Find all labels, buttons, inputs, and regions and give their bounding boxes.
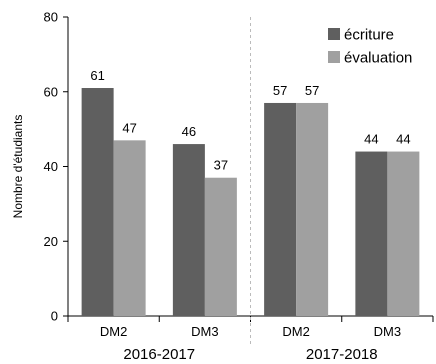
bar-value-label: 57 — [305, 83, 319, 98]
bar-value-label: 44 — [364, 132, 378, 147]
x-group-label: 2017-2018 — [306, 346, 378, 363]
bar-value-label: 47 — [122, 120, 136, 135]
bar-evaluation — [204, 177, 237, 316]
bar-value-label: 44 — [396, 132, 410, 147]
bar-ecriture — [355, 151, 388, 316]
bar-value-label: 37 — [214, 158, 228, 173]
legend-swatch — [328, 51, 340, 63]
x-category-label: DM2 — [100, 324, 127, 339]
x-category-label: DM3 — [374, 324, 401, 339]
bar-evaluation — [296, 102, 329, 317]
y-tick-label: 0 — [51, 309, 58, 324]
bar-evaluation — [387, 151, 420, 316]
bar-value-label: 46 — [182, 124, 196, 139]
x-category-label: DM2 — [282, 324, 309, 339]
bar-evaluation — [113, 140, 146, 316]
x-category-label: DM3 — [191, 324, 218, 339]
bar-value-label: 61 — [90, 68, 104, 83]
legend-swatch — [328, 28, 340, 40]
y-axis-title: Nombre d'étudiants — [11, 115, 25, 219]
bar-ecriture — [172, 144, 205, 316]
x-group-label: 2016-2017 — [123, 346, 195, 363]
bar-value-label: 57 — [273, 83, 287, 98]
bars — [81, 88, 420, 317]
y-tick-label: 80 — [44, 10, 58, 25]
legend-label: écriture — [344, 27, 394, 44]
legend-label: évaluation — [344, 50, 412, 67]
bar-ecriture — [81, 88, 114, 316]
legend: écriture évaluation — [328, 27, 412, 67]
labels: DM2 DM3 DM2 DM3 2016-2017 2017-2018 61 46 57 44 47… — [90, 68, 410, 363]
y-tick-label: 20 — [44, 234, 58, 249]
y-tick-label: 40 — [44, 159, 58, 174]
bar-ecriture — [264, 102, 297, 317]
y-tick-label: 60 — [44, 84, 58, 99]
